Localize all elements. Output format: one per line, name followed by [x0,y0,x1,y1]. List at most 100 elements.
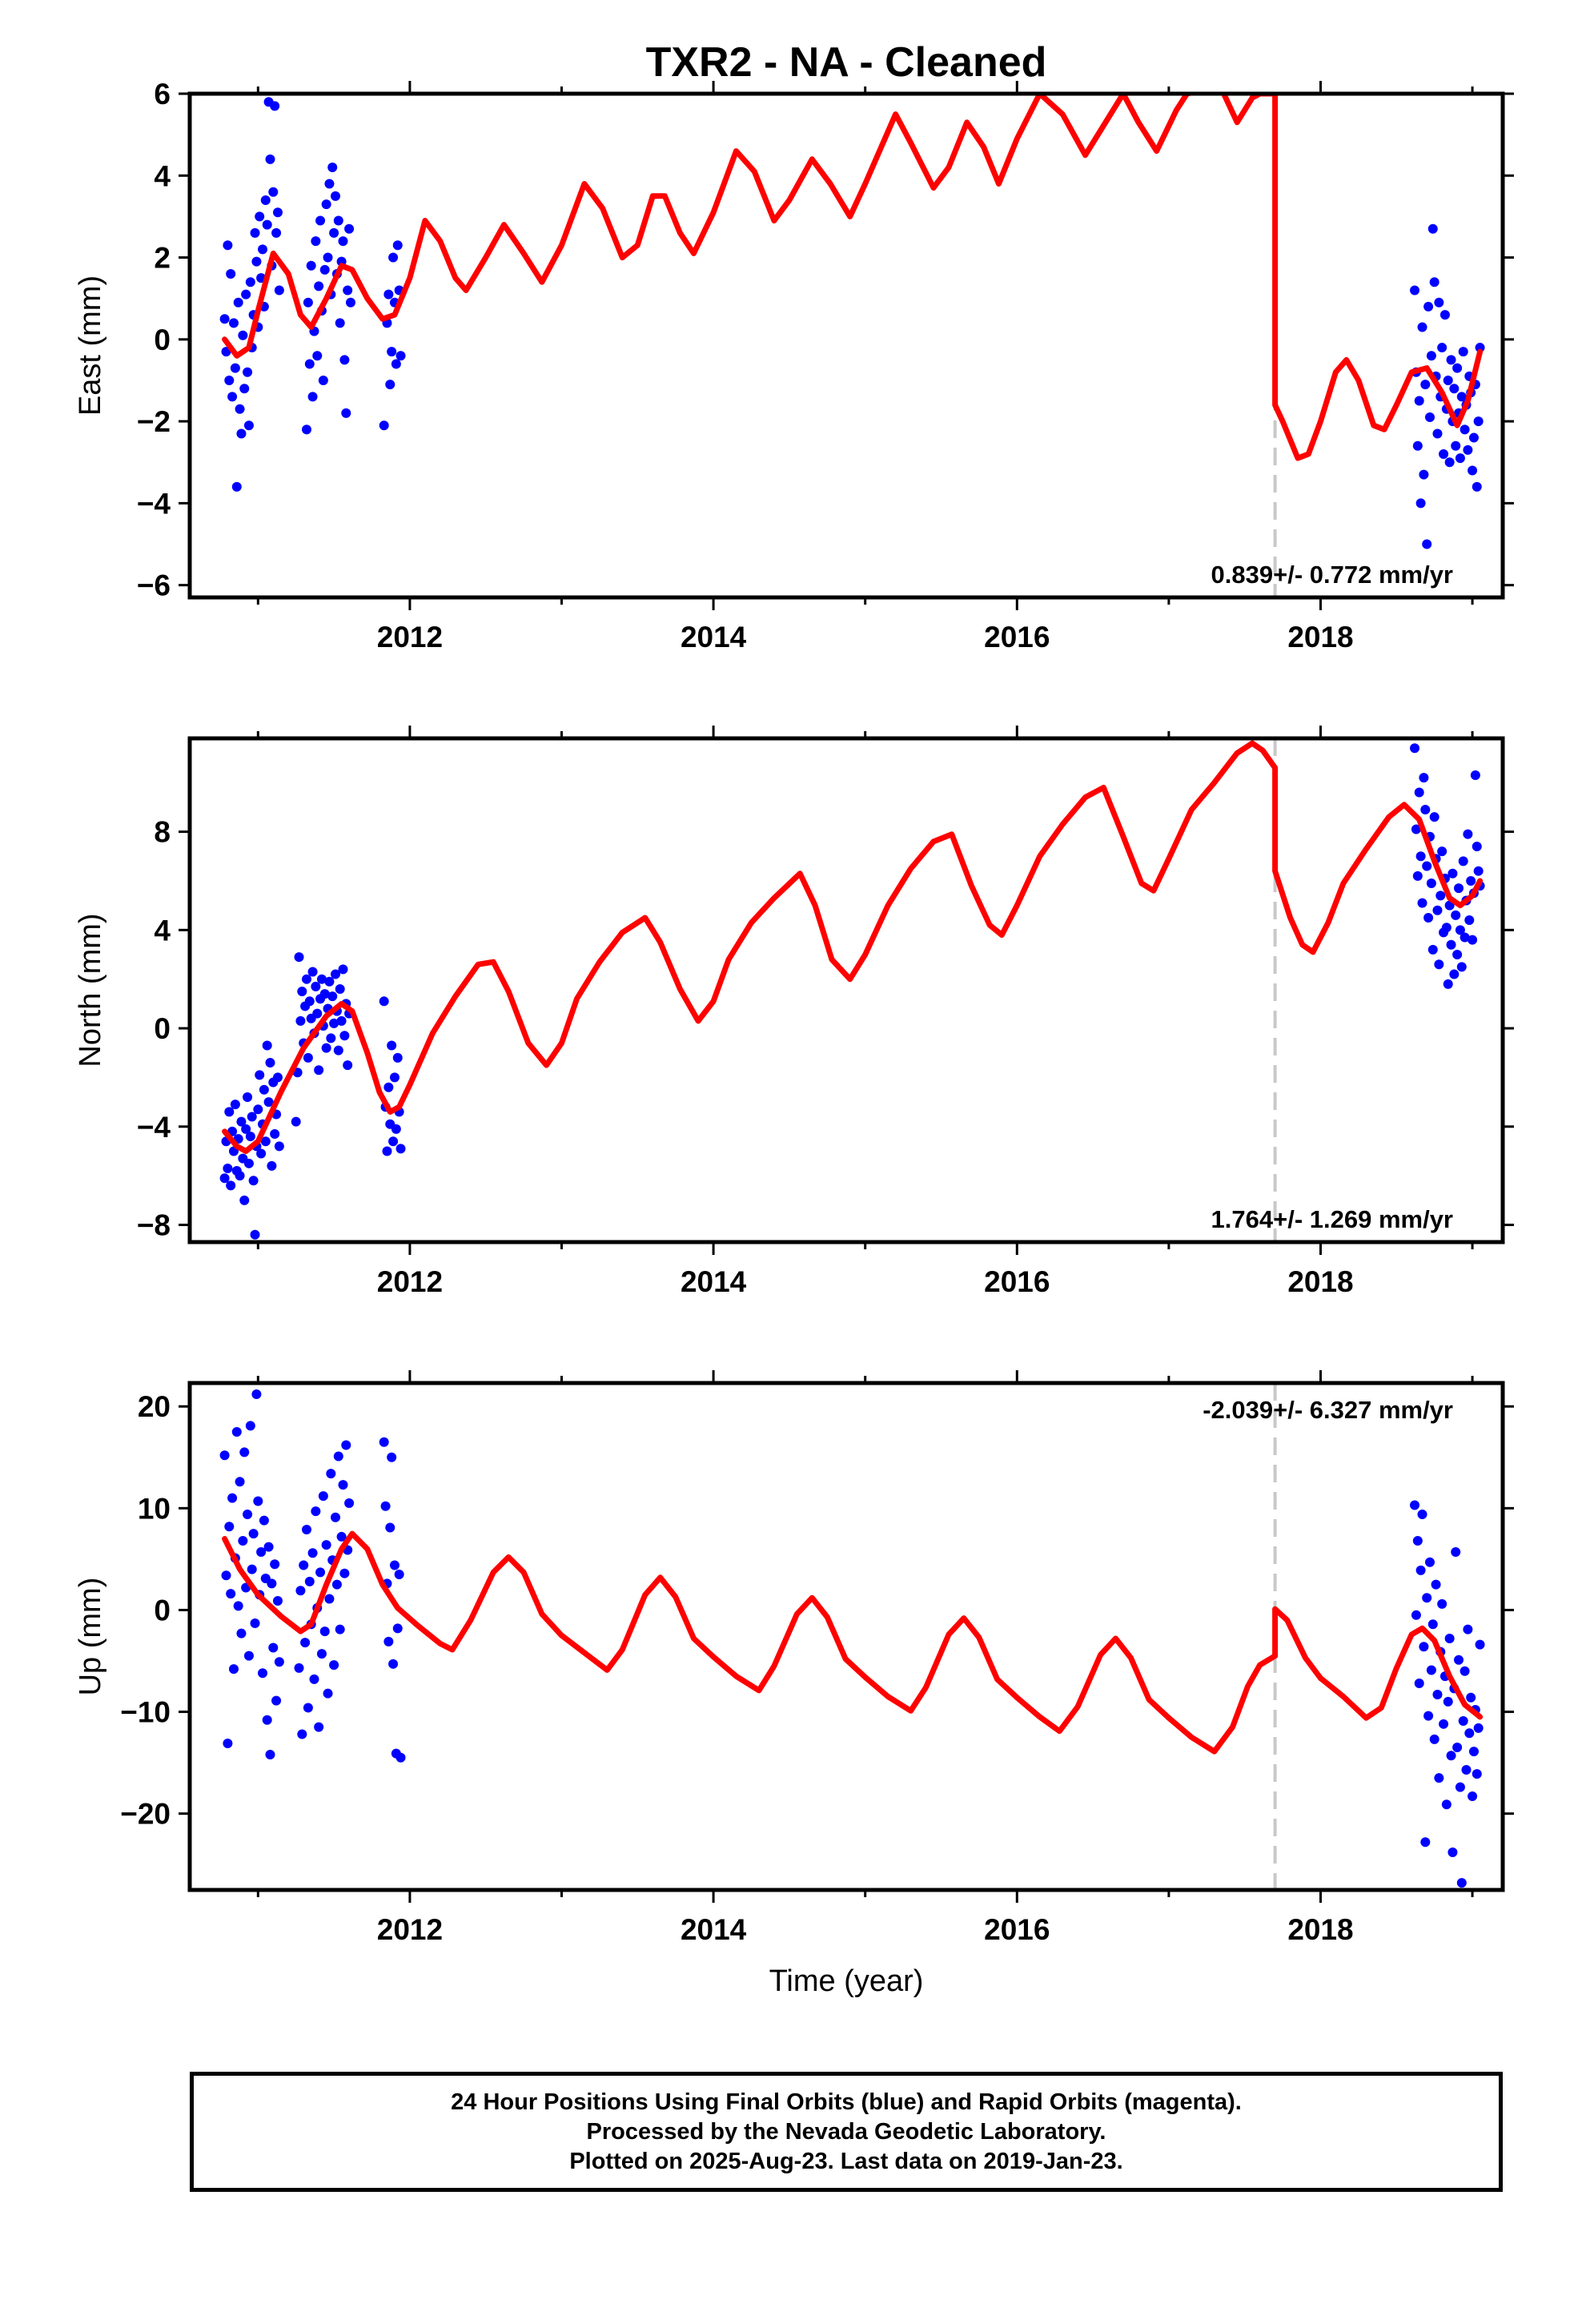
data-point [1437,343,1447,353]
data-point [1460,424,1470,435]
data-point [335,983,345,994]
data-point [263,1542,274,1552]
data-point [1466,1692,1476,1703]
data-point [383,289,394,300]
data-point [343,285,353,296]
data-point [247,1112,257,1122]
data-point [1447,868,1458,879]
data-point [311,236,321,247]
data-point [344,223,355,234]
data-point [1422,861,1432,871]
data-point [272,1596,283,1606]
data-point [311,981,321,991]
data-point [247,1564,257,1574]
data-point [219,314,230,324]
model-curve [222,1530,1279,1755]
data-point [336,1531,347,1542]
data-point [221,1570,231,1581]
data-point [265,1749,275,1759]
data-point [341,408,351,418]
data-point [323,252,333,263]
data-point [1439,449,1449,460]
data-point [324,179,335,189]
data-point [338,964,348,975]
data-point [238,1536,248,1546]
data-point [389,1560,400,1570]
data-point [226,1589,236,1599]
data-point [1468,465,1478,476]
data-point [326,1033,336,1043]
footer-caption-box: 24 Hour Positions Using Final Orbits (bl… [190,2072,1503,2192]
data-point [319,989,330,999]
data-point [1434,1773,1444,1783]
data-point [1451,1547,1461,1557]
data-point [1458,347,1468,357]
data-point [274,1657,284,1667]
data-point [1434,959,1444,970]
data-point [396,1752,406,1763]
data-point [315,1567,326,1578]
x-tick-label: 2018 [1287,1913,1353,1946]
data-point [223,240,233,251]
data-point [250,1229,260,1240]
data-point [1441,1799,1452,1810]
x-tick-label: 2012 [377,621,443,653]
data-point [1420,804,1431,814]
data-point [1441,923,1452,933]
data-point [253,1104,263,1115]
data-point [331,191,341,201]
data-point [258,1668,268,1679]
data-point [323,1688,333,1699]
data-point [1432,1689,1443,1699]
data-point [321,1043,331,1053]
data-point [1452,950,1463,960]
data-point [1414,1678,1424,1688]
rate-label: -2.039+/- 6.327 mm/yr [1203,1396,1453,1424]
data-point [1473,1723,1484,1733]
data-point [331,1579,342,1590]
data-point [303,1052,313,1063]
data-point [344,1498,355,1508]
data-point [271,1695,282,1706]
y-tick-label: −2 [137,405,171,438]
data-point [314,281,324,292]
data-point [1415,1565,1426,1575]
data-point [1468,1747,1479,1757]
data-point [297,987,307,997]
data-point [1424,1557,1435,1567]
data-point [226,269,236,279]
data-point [307,1548,318,1558]
data-point [236,428,247,439]
data-point [1475,1639,1485,1650]
data-point [1466,875,1476,886]
data-point [1423,301,1434,312]
data-point [1449,969,1460,979]
data-point [260,1136,271,1147]
data-point [272,207,283,218]
data-point [389,1072,400,1083]
data-point [1443,1696,1453,1707]
data-point [259,1084,269,1095]
data-point [1412,440,1423,451]
y-tick-label: −4 [137,1111,171,1144]
data-point [295,1015,306,1026]
data-point [1427,944,1438,955]
y-tick-label: −4 [137,487,171,520]
data-point [297,1729,307,1739]
data-point [1427,1619,1438,1630]
data-point [1426,1665,1436,1675]
data-point [294,1663,304,1673]
x-tick-label: 2016 [984,621,1050,653]
data-point [235,1477,245,1487]
y-tick-label: −8 [137,1209,171,1242]
panel-frame [187,91,1505,600]
x-tick-label: 2014 [681,1913,747,1946]
data-point [1461,1765,1472,1775]
data-point [243,1651,254,1661]
data-point [331,1512,341,1522]
data-point [387,1452,397,1462]
x-tick-label: 2014 [681,1265,747,1298]
data-point [339,1568,350,1578]
x-tick-label: 2018 [1287,1265,1353,1298]
data-point [1449,384,1460,394]
